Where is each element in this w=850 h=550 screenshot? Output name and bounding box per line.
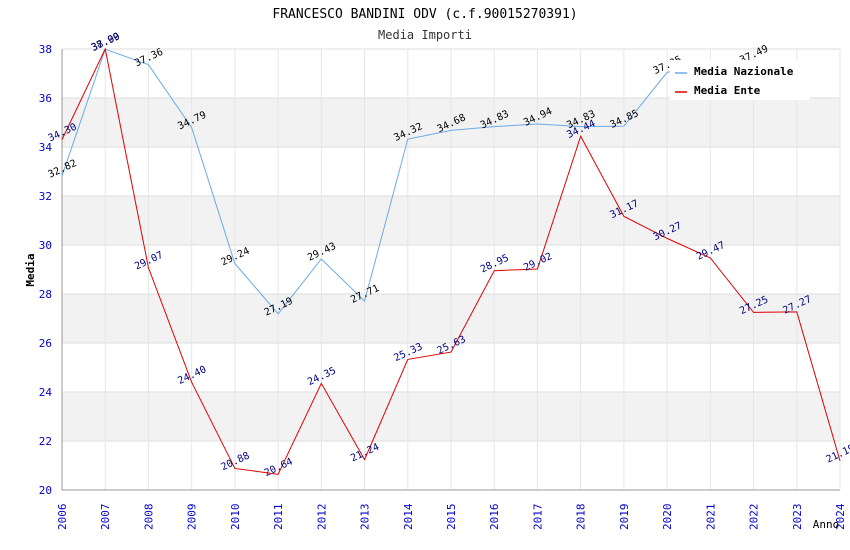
- x-tick-label: 2018: [575, 504, 588, 531]
- x-tick-label: 2017: [531, 504, 544, 531]
- x-tick-label: 2023: [791, 504, 804, 531]
- x-tick-label: 2009: [186, 504, 199, 531]
- y-axis-label: Media: [24, 253, 37, 286]
- series-line-ente: [61, 47, 841, 475]
- x-tick-label: 2020: [661, 504, 674, 531]
- y-tick-label: 20: [39, 484, 52, 497]
- y-tick-label: 28: [39, 288, 52, 301]
- x-tick-label: 2024: [834, 503, 847, 530]
- y-tick-label: 22: [39, 435, 52, 448]
- y-axis-ticks: 20 22 24 26 28 30 32 34 36 38: [39, 43, 53, 497]
- legend: Media Nazionale Media Ente: [670, 60, 810, 100]
- grid-lines: [61, 48, 841, 491]
- x-tick-label: 2015: [445, 504, 458, 531]
- x-tick-label: 2016: [488, 504, 501, 531]
- series-group: [61, 47, 841, 475]
- y-tick-label: 24: [39, 386, 53, 399]
- y-tick-label: 30: [39, 239, 52, 252]
- x-tick-label: 2006: [56, 504, 69, 531]
- legend-box: [670, 60, 810, 100]
- x-tick-label: 2022: [748, 504, 761, 531]
- x-tick-label: 2014: [402, 503, 415, 530]
- y-tick-label: 32: [39, 190, 52, 203]
- legend-label-nazionale: Media Nazionale: [694, 65, 794, 78]
- x-tick-label: 2011: [272, 504, 285, 531]
- x-tick-label: 2021: [704, 504, 717, 531]
- legend-label-ente: Media Ente: [694, 84, 761, 97]
- x-tick-label: 2007: [99, 504, 112, 531]
- chart-subtitle: Media Importi: [378, 28, 472, 42]
- x-axis-ticks: 2006 2007 2008 2009 2010 2011 2012 2013 2014 2015…: [56, 503, 847, 530]
- x-tick-label: 2012: [315, 504, 328, 531]
- x-axis-label: Anno: [813, 518, 840, 531]
- y-tick-label: 38: [39, 43, 52, 56]
- y-tick-label: 34: [39, 141, 53, 154]
- y-tick-label: 36: [39, 92, 52, 105]
- x-tick-label: 2008: [142, 504, 155, 531]
- series-line-nazionale: [61, 48, 754, 315]
- chart-title: FRANCESCO BANDINI ODV (c.f.90015270391): [272, 7, 577, 22]
- y-tick-label: 26: [39, 337, 52, 350]
- x-tick-label: 2019: [618, 504, 631, 531]
- x-tick-label: 2010: [229, 504, 242, 531]
- x-tick-label: 2013: [359, 504, 372, 531]
